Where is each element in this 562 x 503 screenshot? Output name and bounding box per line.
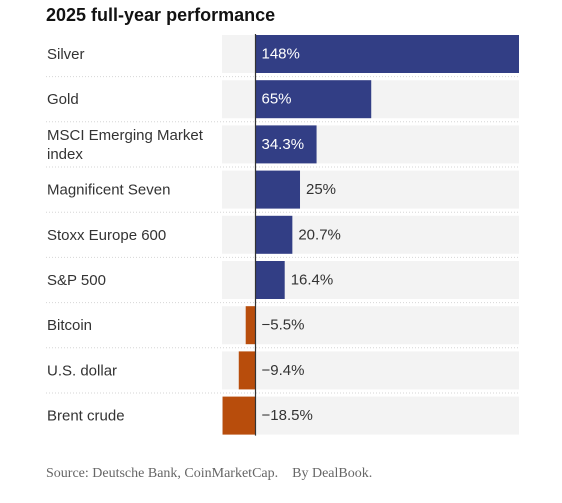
category-label-line: index — [47, 145, 83, 162]
value-label: −9.4% — [262, 362, 305, 379]
bar-track — [222, 396, 519, 435]
bar-track — [222, 306, 519, 345]
category-label: Bitcoin — [47, 317, 92, 334]
category-labels: Silver Gold MSCI Emerging Market index Magni… — [47, 46, 204, 425]
category-label: Gold — [47, 91, 79, 108]
value-label: 65% — [262, 91, 292, 108]
category-label-line: MSCI Emerging Market — [47, 126, 204, 143]
bars — [222, 35, 519, 435]
bar — [245, 306, 256, 345]
category-label-line: Silver — [47, 46, 85, 63]
category-label: Magnificent Seven — [47, 181, 170, 198]
category-label-line: Brent crude — [47, 407, 125, 424]
row-dividers — [46, 76, 519, 394]
value-label: 16.4% — [291, 272, 334, 289]
value-labels: 148% 65% 34.3% 25% 20.7% 16.4% −5.5% −9.4% −18.5… — [262, 46, 341, 425]
category-label: MSCI Emerging Market index — [47, 126, 204, 162]
category-label-line: S&P 500 — [47, 272, 106, 289]
value-label: 148% — [262, 46, 300, 63]
bar — [238, 351, 256, 390]
bar — [255, 261, 285, 299]
bar-chart: Silver Gold MSCI Emerging Market index Magni… — [46, 34, 519, 436]
bar — [255, 125, 317, 164]
category-label-line: Gold — [47, 91, 79, 108]
bar — [222, 396, 256, 435]
value-label: 34.3% — [262, 136, 305, 153]
bar-track — [222, 351, 519, 390]
bar — [255, 80, 372, 119]
category-label-line: Bitcoin — [47, 317, 92, 334]
source-text: Source: Deutsche Bank, CoinMarketCap. — [46, 466, 279, 481]
value-label: 25% — [306, 181, 336, 198]
category-label: Silver — [47, 46, 85, 63]
value-label: 20.7% — [298, 226, 341, 243]
category-label-line: Magnificent Seven — [47, 181, 170, 198]
credit-text: By DealBook. — [292, 466, 373, 481]
bar — [255, 35, 519, 73]
category-label-line: U.S. dollar — [47, 362, 117, 379]
category-label-line: Stoxx Europe 600 — [47, 226, 166, 243]
value-label: −18.5% — [262, 407, 313, 424]
category-label: Stoxx Europe 600 — [47, 226, 166, 243]
source-note: Source: Deutsche Bank, CoinMarketCap. By … — [46, 466, 372, 482]
chart-title: 2025 full-year performance — [46, 5, 276, 25]
value-label: −5.5% — [262, 317, 305, 334]
bar — [255, 170, 301, 209]
bar — [255, 215, 293, 254]
category-label: Brent crude — [47, 407, 125, 424]
category-label: S&P 500 — [47, 272, 106, 289]
category-label: U.S. dollar — [47, 362, 117, 379]
